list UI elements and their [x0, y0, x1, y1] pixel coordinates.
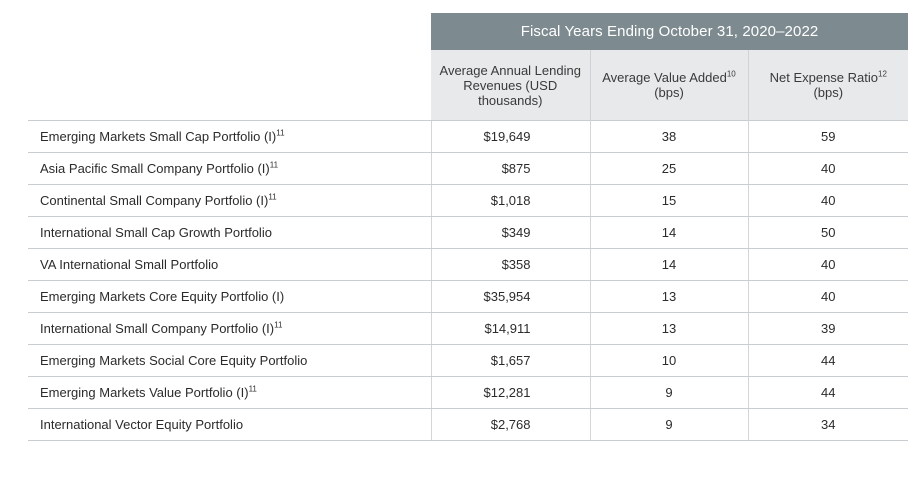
- table-row: International Small Company Portfolio (I…: [28, 312, 909, 345]
- table-row: Emerging Markets Small Cap Portfolio (I)…: [28, 120, 909, 153]
- portfolio-name: Emerging Markets Value Portfolio (I): [40, 385, 249, 400]
- portfolio-name-cell: Emerging Markets Core Equity Portfolio (…: [28, 280, 431, 313]
- portfolio-name-cell: International Small Company Portfolio (I…: [28, 312, 431, 345]
- expense-ratio-cell: 59: [747, 120, 909, 153]
- value-added-cell: 10: [589, 344, 748, 377]
- portfolio-name: Continental Small Company Portfolio (I): [40, 193, 269, 208]
- portfolio-name-cell: Emerging Markets Small Cap Portfolio (I)…: [28, 120, 431, 153]
- portfolio-name-cell: Continental Small Company Portfolio (I)1…: [28, 184, 431, 217]
- value-added-cell: 15: [589, 184, 748, 217]
- portfolio-name: Emerging Markets Small Cap Portfolio (I): [40, 129, 277, 144]
- portfolio-name-cell: Asia Pacific Small Company Portfolio (I)…: [28, 152, 431, 185]
- value-added-cell: 25: [589, 152, 748, 185]
- revenue-cell: $14,911: [430, 312, 590, 345]
- value-added-cell: 13: [589, 312, 748, 345]
- value-added-header-text: Average Value Added: [602, 70, 727, 85]
- value-added-cell: 14: [589, 248, 748, 281]
- portfolio-name-cell: Emerging Markets Social Core Equity Port…: [28, 344, 431, 377]
- expense-ratio-column-header: Net Expense Ratio12 (bps): [748, 50, 909, 121]
- value-added-column-header: Average Value Added10 (bps): [589, 50, 749, 121]
- expense-ratio-header-text: Net Expense Ratio: [769, 70, 879, 85]
- table-row: Emerging Markets Value Portfolio (I)11 $…: [28, 376, 909, 409]
- portfolio-footnote: 11: [276, 128, 285, 138]
- expense-ratio-cell: 39: [747, 312, 909, 345]
- table-row: International Vector Equity Portfolio $2…: [28, 408, 909, 441]
- portfolio-name-cell: International Small Cap Growth Portfolio: [28, 216, 431, 249]
- revenue-cell: $19,649: [430, 120, 590, 153]
- portfolio-name-cell: International Vector Equity Portfolio: [28, 408, 431, 441]
- table-row: Continental Small Company Portfolio (I)1…: [28, 184, 909, 217]
- expense-ratio-header-unit: (bps): [813, 85, 844, 100]
- portfolio-name: VA International Small Portfolio: [40, 257, 219, 272]
- revenue-cell: $12,281: [430, 376, 590, 409]
- table-row: International Small Cap Growth Portfolio…: [28, 216, 909, 249]
- portfolio-name: International Small Cap Growth Portfolio: [40, 225, 272, 240]
- expense-ratio-footnote: 12: [878, 69, 887, 79]
- expense-ratio-cell: 44: [747, 376, 909, 409]
- portfolio-name: International Vector Equity Portfolio: [40, 417, 244, 432]
- table-row: Asia Pacific Small Company Portfolio (I)…: [28, 152, 909, 185]
- portfolio-column-header: [28, 50, 431, 121]
- value-added-header-unit: (bps): [654, 85, 684, 100]
- value-added-cell: 38: [589, 120, 748, 153]
- portfolio-name: Asia Pacific Small Company Portfolio (I): [40, 161, 270, 176]
- value-added-cell: 14: [589, 216, 748, 249]
- table-row: Emerging Markets Social Core Equity Port…: [28, 344, 909, 377]
- value-added-cell: 9: [589, 408, 748, 441]
- portfolio-name: International Small Company Portfolio (I…: [40, 321, 275, 336]
- expense-ratio-cell: 40: [747, 184, 909, 217]
- portfolio-name-cell: Emerging Markets Value Portfolio (I)11: [28, 376, 431, 409]
- revenue-cell: $1,018: [430, 184, 590, 217]
- portfolio-footnote: 11: [268, 192, 277, 202]
- portfolio-footnote: 11: [248, 384, 257, 394]
- revenue-cell: $1,657: [430, 344, 590, 377]
- expense-ratio-cell: 50: [747, 216, 909, 249]
- table-row: VA International Small Portfolio $358 14…: [28, 248, 909, 281]
- revenue-column-header: Average Annual Lending Revenues (USD tho…: [431, 50, 590, 121]
- portfolio-name-cell: VA International Small Portfolio: [28, 248, 431, 281]
- lending-revenue-table: Fiscal Years Ending October 31, 2020–202…: [28, 13, 909, 441]
- table-row: Emerging Markets Core Equity Portfolio (…: [28, 280, 909, 313]
- revenue-cell: $349: [430, 216, 590, 249]
- expense-ratio-cell: 44: [747, 344, 909, 377]
- revenue-cell: $875: [430, 152, 590, 185]
- expense-ratio-cell: 40: [747, 280, 909, 313]
- revenue-cell: $2,768: [430, 408, 590, 441]
- value-added-footnote: 10: [726, 69, 736, 79]
- value-added-cell: 13: [589, 280, 748, 313]
- revenue-cell: $35,954: [430, 280, 590, 313]
- portfolio-name: Emerging Markets Core Equity Portfolio (…: [40, 289, 285, 304]
- expense-ratio-cell: 40: [747, 152, 909, 185]
- expense-ratio-cell: 34: [747, 408, 909, 441]
- lending-table-container: Fiscal Years Ending October 31, 2020–202…: [28, 13, 909, 441]
- revenue-cell: $358: [430, 248, 590, 281]
- value-added-cell: 9: [589, 376, 748, 409]
- portfolio-footnote: 11: [274, 320, 283, 330]
- expense-ratio-cell: 40: [747, 248, 909, 281]
- portfolio-name: Emerging Markets Social Core Equity Port…: [40, 353, 308, 368]
- band-header-row: Fiscal Years Ending October 31, 2020–202…: [28, 13, 909, 50]
- portfolio-footnote: 11: [269, 160, 279, 170]
- fiscal-years-header: Fiscal Years Ending October 31, 2020–202…: [431, 13, 909, 50]
- column-header-row: Average Annual Lending Revenues (USD tho…: [28, 50, 909, 121]
- band-header-spacer: [28, 13, 431, 50]
